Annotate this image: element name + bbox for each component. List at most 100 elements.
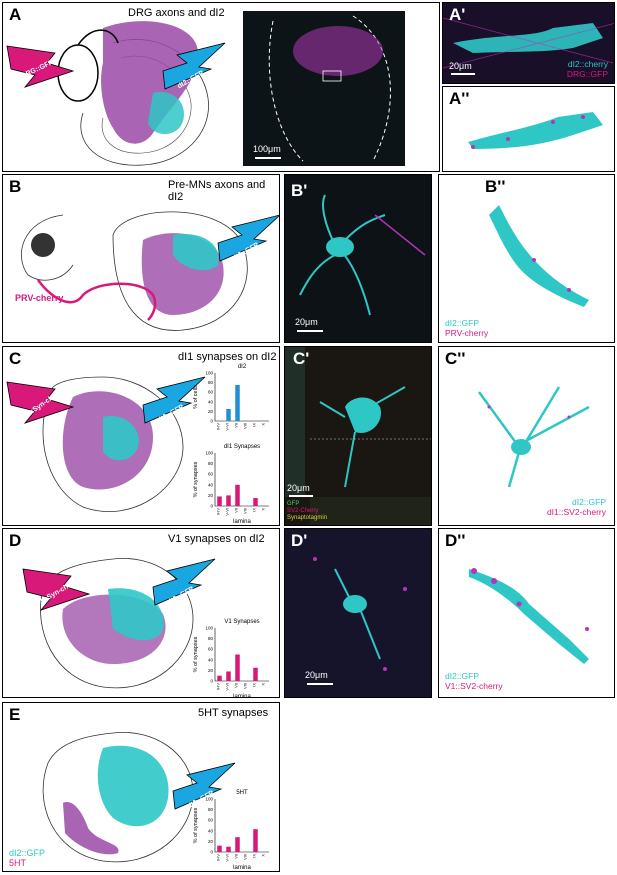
chart-D-V1: V1 Synapses % of synapses lamina 0 20 40 60 80 1… xyxy=(193,619,269,698)
chart-xtick: VII xyxy=(234,508,239,513)
panel-D1: D' 20μm xyxy=(284,528,432,698)
panel-D2-label: D'' xyxy=(445,531,466,550)
scale-A: 100μm xyxy=(253,144,281,154)
panel-C-title: dI1 synapses on dI2 xyxy=(178,351,277,363)
spinal-cord-diagram-C xyxy=(42,376,184,512)
chart-ytick: 100 xyxy=(205,371,213,376)
chart-title: dI1 Synapses xyxy=(224,444,260,450)
panel-B1-label: B' xyxy=(291,181,308,200)
chart-ytick: 40 xyxy=(208,657,214,662)
chart-bar xyxy=(235,385,240,421)
panel-A-title: DRG axons and dI2 xyxy=(128,7,225,19)
bolt-D-right: dI2::GFP xyxy=(152,558,216,606)
micrograph-A: 100μm xyxy=(243,11,405,166)
chart-bar xyxy=(253,829,258,852)
chart-ytick: 80 xyxy=(208,636,214,641)
chart-bar xyxy=(217,496,222,506)
chart-ytick: 40 xyxy=(208,828,214,833)
panel-A-label: A xyxy=(9,5,22,24)
panel-B-label: B xyxy=(9,177,22,196)
chart-ytick: 0 xyxy=(210,850,213,855)
chart-ytick: 20 xyxy=(208,409,214,414)
chart-xtick: IX xyxy=(252,683,257,687)
chart-axes xyxy=(214,373,269,422)
chart-xtick: VIII xyxy=(243,854,248,860)
chart-ylabel: % of synapses xyxy=(193,636,199,672)
scalebar-C1 xyxy=(289,495,313,497)
panel-C1-label: C' xyxy=(293,349,310,368)
chart-bar xyxy=(217,675,222,681)
chart-bar xyxy=(235,837,240,852)
chart-xtick: V-VI xyxy=(225,423,230,431)
chart-xtick: VII xyxy=(234,854,239,859)
channel-C1-sv2: SV2-Cherry xyxy=(287,508,319,514)
spinal-cord-diagram-B xyxy=(21,211,248,331)
chart-xtick: V-VI xyxy=(225,854,230,862)
chart-ytick: 80 xyxy=(208,807,214,812)
panel-E-title: 5HT synapses xyxy=(198,707,269,719)
panel-D-label: D xyxy=(9,531,22,550)
spinal-cord-diagram-E xyxy=(42,731,194,863)
chart-xlabel: lamina xyxy=(233,694,251,698)
chart-ylabel: % of cells xyxy=(193,385,199,409)
chart-title: V1 Synapses xyxy=(224,619,259,625)
legend-A1-cyan: dI2::cherry xyxy=(567,59,608,69)
chart-xtick: X xyxy=(261,423,266,426)
virus-label-B: PRV-cherry xyxy=(15,293,64,303)
scalebar-A xyxy=(255,157,281,159)
chart-xtick: VIII xyxy=(243,423,248,429)
legend-E-mag: 5HT xyxy=(9,858,27,868)
chart-xtick: X xyxy=(261,854,266,857)
legend-C2: dI2::GFP dI1::SV2-cherry xyxy=(547,497,606,517)
chart-ytick: 60 xyxy=(208,647,214,652)
chart-xtick: X xyxy=(261,508,266,511)
panel-A2: A'' xyxy=(442,86,615,172)
chart-xtick: IX xyxy=(252,423,257,427)
chart-bar xyxy=(226,409,231,421)
chart-ytick: 0 xyxy=(210,419,213,424)
spinal-cord-diagram-A xyxy=(57,21,209,166)
panel-A1: A' 20μm dI2::cherry DRG::GFP xyxy=(442,2,615,84)
chart-xtick: IX xyxy=(252,508,257,512)
legend-C2-cyan: dI2::GFP xyxy=(571,497,606,507)
scalebar-D1 xyxy=(307,683,333,685)
chart-bar xyxy=(235,484,240,506)
chart-ytick: 100 xyxy=(205,797,213,802)
chart-xtick: II-IV xyxy=(216,854,221,862)
chart-xtick: VII xyxy=(234,683,239,688)
legend-D2-mag: V1::SV2-cherry xyxy=(445,681,503,691)
chart-ytick: 40 xyxy=(208,482,214,487)
chart-C-dI1: dI1 Synapses % of synapses lamina 0 20 40 60 80… xyxy=(193,444,269,525)
chart-xtick: IX xyxy=(252,854,257,858)
panel-B2: B'' dI2::GFP PRV-cherry xyxy=(438,174,615,343)
bolt-A-right: dI2::GFP xyxy=(162,42,226,90)
chart-xtick: II-IV xyxy=(216,683,221,691)
panel-D1-label: D' xyxy=(291,531,308,550)
panel-C: C dI1 synapses on dI2 dI1::Syn-cherry dI… xyxy=(2,346,280,526)
bolt-C-left: dI1::Syn-cherry xyxy=(6,381,75,424)
bolt-E-right: dI2::GFP xyxy=(172,762,236,810)
scale-A1: 20μm xyxy=(449,61,472,71)
chart-ytick: 40 xyxy=(208,399,214,404)
panel-A: A DRG axons and dI2 DRG::GFP dI2::GFP 10… xyxy=(2,2,440,172)
chart-title: 5HT xyxy=(236,790,248,796)
chart-xtick: II-IV xyxy=(216,508,221,516)
panel-B-title: Pre-MNs axons and dI2 xyxy=(168,179,266,203)
spinal-cord-diagram-D xyxy=(40,557,194,689)
chart-xtick: V-VI xyxy=(225,683,230,691)
chart-axes xyxy=(214,453,269,507)
panel-C2: C'' dI2::GFP dI1::SV2-cherry xyxy=(438,346,615,526)
chart-ytick: 100 xyxy=(205,451,213,456)
legend-A1: dI2::cherry DRG::GFP xyxy=(567,59,608,79)
panel-D2: D'' dI2::GFP V1::SV2-cherry xyxy=(438,528,615,698)
chart-ytick: 0 xyxy=(210,679,213,684)
panel-B: B Pre-MNs axons and dI2 dI2::GFP PRV-che… xyxy=(2,174,280,343)
chart-axes xyxy=(214,799,269,853)
bolt-C-right: dI2::GFP xyxy=(142,376,206,424)
chart-axes xyxy=(214,628,269,682)
bolt-B-right: dI2::GFP xyxy=(217,214,279,262)
chart-ytick: 20 xyxy=(208,839,214,844)
legend-A1-mag: DRG::GFP xyxy=(566,69,608,79)
legend-D2: dI2::GFP V1::SV2-cherry xyxy=(445,671,503,691)
chart-ytick: 20 xyxy=(208,493,214,498)
